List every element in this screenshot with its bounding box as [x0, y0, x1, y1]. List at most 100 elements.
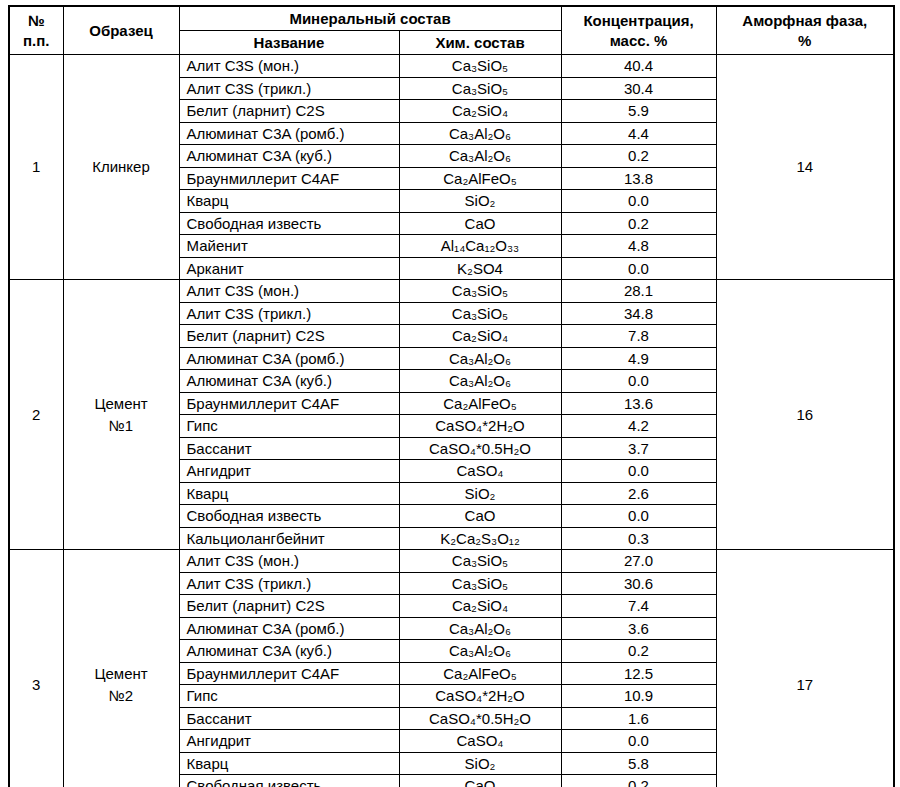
concentration-cell: 3.6 [561, 617, 716, 640]
chem-formula-cell: CaSO₄*0.5H₂O [399, 437, 561, 460]
concentration-cell: 0.0 [561, 460, 716, 483]
concentration-cell: 7.4 [561, 595, 716, 618]
chem-formula-cell: Ca₃SiO₅ [399, 77, 561, 100]
concentration-cell: 4.8 [561, 235, 716, 258]
concentration-cell: 27.0 [561, 550, 716, 573]
mineral-name-cell: Гипс [179, 415, 399, 438]
mineral-name-cell: Свободная известь [179, 212, 399, 235]
concentration-cell: 13.8 [561, 167, 716, 190]
mineral-name-cell: Белит (ларнит) C2S [179, 325, 399, 348]
chem-formula-cell: Ca₃Al₂O₆ [399, 347, 561, 370]
concentration-cell: 12.5 [561, 662, 716, 685]
concentration-cell: 0.2 [561, 640, 716, 663]
mineral-name-cell: Белит (ларнит) C2S [179, 100, 399, 123]
concentration-cell: 1.6 [561, 707, 716, 730]
mineral-name-cell: Браунмиллерит C4AF [179, 392, 399, 415]
chem-formula-cell: Ca₃SiO₅ [399, 302, 561, 325]
chem-formula-cell: Ca₂SiO₄ [399, 100, 561, 123]
concentration-cell: 4.4 [561, 122, 716, 145]
concentration-cell: 0.0 [561, 730, 716, 753]
mineral-name-cell: Алюминат C3A (ромб.) [179, 347, 399, 370]
concentration-cell: 13.6 [561, 392, 716, 415]
mineral-name-cell: Гипс [179, 685, 399, 708]
chem-formula-cell: CaSO₄*0.5H₂O [399, 707, 561, 730]
mineral-name-cell: Алюминат C3A (куб.) [179, 640, 399, 663]
concentration-cell: 4.2 [561, 415, 716, 438]
chem-formula-cell: CaSO₄*2H₂O [399, 415, 561, 438]
mineral-name-cell: Бассанит [179, 707, 399, 730]
concentration-cell: 0.2 [561, 145, 716, 168]
amorphous-phase-cell: 16 [716, 280, 894, 550]
concentration-cell: 4.9 [561, 347, 716, 370]
mineral-name-cell: Алюминат C3A (ромб.) [179, 122, 399, 145]
sample-number-cell: 1 [9, 55, 63, 280]
mineral-name-cell: Алит C3S (мон.) [179, 280, 399, 303]
mineral-name-cell: Алит C3S (трикл.) [179, 302, 399, 325]
chem-formula-cell: Ca₂SiO₄ [399, 595, 561, 618]
concentration-cell: 5.8 [561, 752, 716, 775]
concentration-cell: 0.0 [561, 370, 716, 393]
sample-number-cell: 3 [9, 550, 63, 787]
amorphous-phase-cell: 17 [716, 550, 894, 787]
mineral-name-cell: Ангидрит [179, 460, 399, 483]
chem-formula-cell: CaO [399, 775, 561, 787]
sample-name-cell: Цемент №2 [63, 550, 179, 787]
mineral-name-cell: Алит C3S (трикл.) [179, 77, 399, 100]
mineral-name-cell: Алит C3S (мон.) [179, 550, 399, 573]
chem-formula-cell: CaSO₄ [399, 730, 561, 753]
chem-formula-cell: Ca₃SiO₅ [399, 280, 561, 303]
header-chem-formula: Хим. состав [399, 31, 561, 55]
mineral-name-cell: Свободная известь [179, 505, 399, 528]
concentration-cell: 5.9 [561, 100, 716, 123]
mineral-name-cell: Алит C3S (трикл.) [179, 572, 399, 595]
chem-formula-cell: Ca₃Al₂O₆ [399, 370, 561, 393]
mineral-name-cell: Белит (ларнит) C2S [179, 595, 399, 618]
chem-formula-cell: K₂SO4 [399, 257, 561, 280]
chem-formula-cell: K₂Ca₂S₃O₁₂ [399, 527, 561, 550]
table-container: № п.п. Образец Минеральный состав Концен… [8, 5, 900, 787]
header-mineral-name: Название [179, 31, 399, 55]
concentration-cell: 0.2 [561, 775, 716, 787]
mineral-row: 1КлинкерАлит C3S (мон.)Ca₃SiO₅40.414 [9, 55, 894, 78]
mineral-name-cell: Кальциолангбейнит [179, 527, 399, 550]
header-mineral-group: Минеральный состав [179, 6, 561, 31]
chem-formula-cell: Ca₃SiO₅ [399, 572, 561, 595]
chem-formula-cell: Ca₃SiO₅ [399, 55, 561, 78]
concentration-cell: 10.9 [561, 685, 716, 708]
concentration-cell: 3.7 [561, 437, 716, 460]
mineral-name-cell: Кварц [179, 482, 399, 505]
concentration-cell: 2.6 [561, 482, 716, 505]
table-body: 1КлинкерАлит C3S (мон.)Ca₃SiO₅40.414Алит… [9, 55, 894, 787]
chem-formula-cell: Ca₂SiO₄ [399, 325, 561, 348]
mineral-name-cell: Кварц [179, 752, 399, 775]
sample-name-cell: Клинкер [63, 55, 179, 280]
concentration-cell: 0.0 [561, 257, 716, 280]
mineral-name-cell: Свободная известь [179, 775, 399, 787]
chem-formula-cell: SiO₂ [399, 482, 561, 505]
header-sample: Образец [63, 6, 179, 55]
concentration-cell: 0.0 [561, 190, 716, 213]
concentration-cell: 40.4 [561, 55, 716, 78]
concentration-cell: 34.8 [561, 302, 716, 325]
chem-formula-cell: Ca₃Al₂O₆ [399, 145, 561, 168]
concentration-cell: 7.8 [561, 325, 716, 348]
mineral-row: 2Цемент №1Алит C3S (мон.)Ca₃SiO₅28.116 [9, 280, 894, 303]
mineral-name-cell: Алюминат C3A (ромб.) [179, 617, 399, 640]
mineral-name-cell: Браунмиллерит C4AF [179, 662, 399, 685]
amorphous-phase-cell: 14 [716, 55, 894, 280]
header-concentration: Концентрация, масс. % [561, 6, 716, 55]
concentration-cell: 28.1 [561, 280, 716, 303]
chem-formula-cell: Ca₂AlFeO₅ [399, 392, 561, 415]
chem-formula-cell: Ca₂AlFeO₅ [399, 662, 561, 685]
mineral-name-cell: Алюминат C3A (куб.) [179, 145, 399, 168]
chem-formula-cell: CaO [399, 505, 561, 528]
mineral-name-cell: Бассанит [179, 437, 399, 460]
concentration-cell: 0.0 [561, 505, 716, 528]
mineral-name-cell: Кварц [179, 190, 399, 213]
concentration-cell: 0.3 [561, 527, 716, 550]
chem-formula-cell: Al₁₄Ca₁₂O₃₃ [399, 235, 561, 258]
chem-formula-cell: CaO [399, 212, 561, 235]
header-amorphous: Аморфная фаза, % [716, 6, 894, 55]
chem-formula-cell: SiO₂ [399, 752, 561, 775]
mineral-name-cell: Майенит [179, 235, 399, 258]
